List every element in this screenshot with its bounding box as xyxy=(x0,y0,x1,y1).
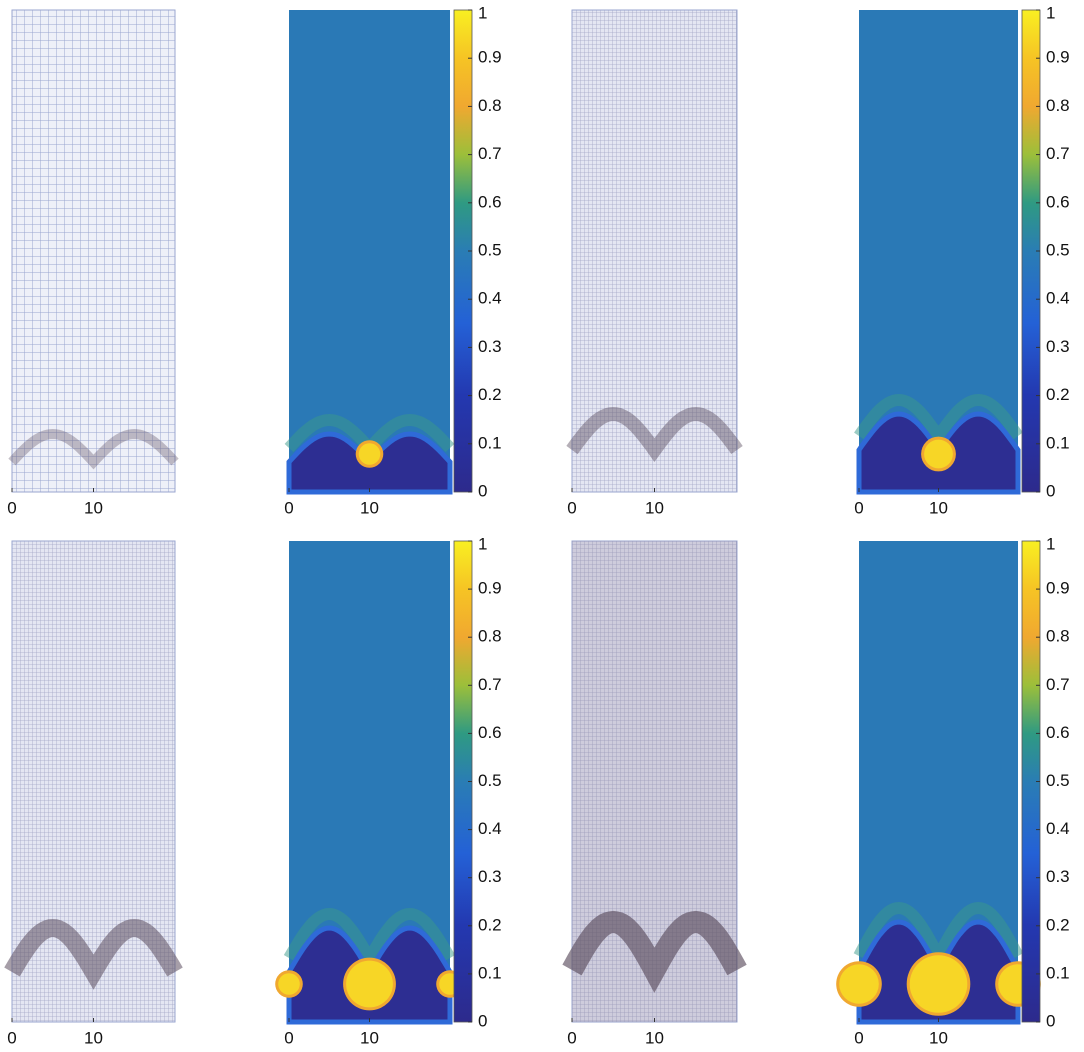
colorbar-tick-label: 0.3 xyxy=(478,337,502,356)
x-tick-label: 10 xyxy=(929,498,948,517)
colorbar-tick-label: 0.6 xyxy=(1046,192,1070,211)
colorbar-tick-label: 0.2 xyxy=(478,385,502,404)
colorbar-tick-label: 0 xyxy=(478,481,487,500)
colorbar-tick-label: 0.9 xyxy=(478,48,502,67)
colorbar-tick-label: 0.1 xyxy=(1046,963,1070,982)
colorbar-tick-label: 0.2 xyxy=(1046,915,1070,934)
colorbar-tick-label: 0.9 xyxy=(1046,48,1070,67)
panel: 00.10.20.30.40.50.60.70.80.910 10 xyxy=(854,3,1070,517)
colorbar-tick-label: 0.8 xyxy=(1046,627,1070,646)
panel: 00.10.20.30.40.50.60.70.80.910 10 xyxy=(836,534,1070,1047)
colorbar-tick-label: 0.3 xyxy=(1046,867,1070,886)
panel: 00.10.20.30.40.50.60.70.80.910 10 xyxy=(275,534,502,1047)
bubble xyxy=(839,964,879,1004)
interface-glow xyxy=(854,393,1023,447)
x-tick-label: 10 xyxy=(84,1028,103,1047)
x-tick-label: 0 xyxy=(567,498,576,517)
colorbar-tick-label: 0.7 xyxy=(478,675,502,694)
mesh-band xyxy=(566,406,743,462)
panel: 0 10 xyxy=(562,540,747,1047)
colorbar-tick-label: 0.6 xyxy=(478,192,502,211)
x-tick-label: 0 xyxy=(284,1028,293,1047)
x-tick-label: 10 xyxy=(84,498,103,517)
colorbar-tick-label: 0.7 xyxy=(478,144,502,163)
colorbar-tick-label: 0.5 xyxy=(1046,771,1070,790)
x-tick-label: 10 xyxy=(360,498,379,517)
colorbar-tick-label: 0.4 xyxy=(1046,819,1070,838)
colorbar-tick-label: 0.5 xyxy=(478,771,502,790)
colorbar-tick-label: 0.1 xyxy=(478,433,502,452)
colorbar-tick-label: 0 xyxy=(478,1011,487,1030)
panel: 0 10 xyxy=(566,9,743,517)
bubble xyxy=(909,955,968,1013)
colorbar-tick-label: 0.1 xyxy=(478,963,502,982)
colorbar-tick-label: 0.3 xyxy=(478,867,502,886)
x-tick-label: 0 xyxy=(7,1028,16,1047)
x-tick-label: 0 xyxy=(7,498,16,517)
colorbar-tick-label: 0 xyxy=(1046,481,1055,500)
colorbar-tick-label: 1 xyxy=(478,534,487,553)
bubble xyxy=(358,443,381,465)
colorbar-tick-label: 0.9 xyxy=(478,579,502,598)
colorbar-tick-label: 0.2 xyxy=(478,915,502,934)
field xyxy=(289,10,450,492)
colorbar-tick-label: 0.3 xyxy=(1046,337,1070,356)
colorbar-tick-label: 0 xyxy=(1046,1011,1055,1030)
bubble xyxy=(924,439,953,469)
colorbar-tick-label: 0.7 xyxy=(1046,144,1070,163)
x-tick-label: 10 xyxy=(645,1028,664,1047)
x-tick-label: 10 xyxy=(645,498,664,517)
panel: 00.10.20.30.40.50.60.70.80.910 10 xyxy=(284,3,501,517)
bubble xyxy=(346,960,393,1008)
x-tick-label: 0 xyxy=(854,498,863,517)
mesh xyxy=(11,9,176,493)
colorbar-tick-label: 1 xyxy=(1046,3,1055,22)
colorbar-tick-label: 1 xyxy=(1046,534,1055,553)
colorbar-tick-label: 0.2 xyxy=(1046,385,1070,404)
mesh-band xyxy=(8,428,179,470)
bubble xyxy=(278,973,300,995)
x-tick-label: 10 xyxy=(360,1028,379,1047)
x-tick-label: 0 xyxy=(567,1028,576,1047)
x-tick-label: 0 xyxy=(854,1028,863,1047)
colorbar-tick-label: 0.8 xyxy=(478,96,502,115)
mesh-band xyxy=(562,910,747,993)
panel: 0 10 xyxy=(7,9,179,517)
colorbar-tick-label: 0.6 xyxy=(1046,723,1070,742)
colorbar-tick-label: 0.7 xyxy=(1046,675,1070,694)
colorbar-tick-label: 0.5 xyxy=(1046,240,1070,259)
colorbar-tick-label: 0.8 xyxy=(1046,96,1070,115)
colorbar-tick-label: 1 xyxy=(478,3,487,22)
colorbar-tick-label: 0.4 xyxy=(478,289,502,308)
x-tick-label: 0 xyxy=(284,498,293,517)
colorbar-tick-label: 0.8 xyxy=(478,627,502,646)
panel: 0 10 xyxy=(4,540,183,1047)
colorbar-tick-label: 0.9 xyxy=(1046,579,1070,598)
colorbar-tick-label: 0.6 xyxy=(478,723,502,742)
mesh xyxy=(571,9,738,493)
colorbar-tick-label: 0.1 xyxy=(1046,433,1070,452)
colorbar-tick-label: 0.5 xyxy=(478,240,502,259)
mesh-band xyxy=(4,918,183,990)
colorbar-tick-label: 0.4 xyxy=(1046,289,1070,308)
colorbar-tick-label: 0.4 xyxy=(478,819,502,838)
x-tick-label: 10 xyxy=(929,1028,948,1047)
